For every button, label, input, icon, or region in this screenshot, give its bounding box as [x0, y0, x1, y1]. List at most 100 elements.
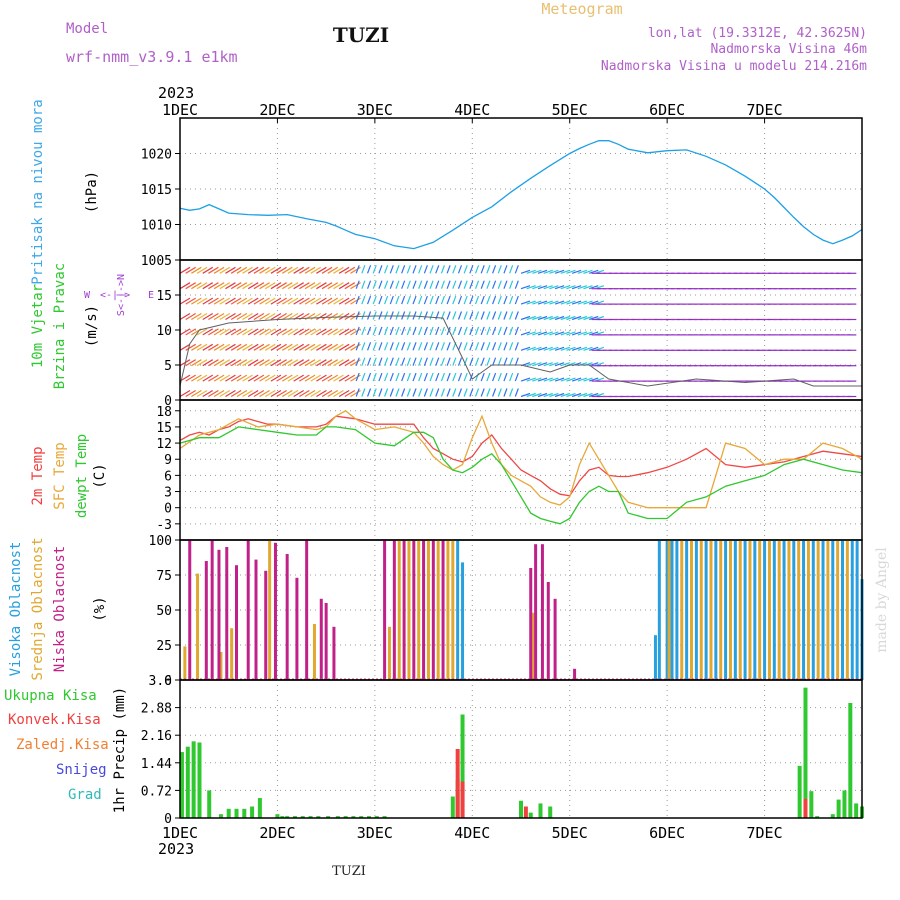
wind-barb — [304, 328, 316, 336]
wind-barb — [389, 326, 394, 336]
wind-barb — [435, 342, 440, 351]
wind-barb — [333, 374, 344, 382]
wind-barb — [321, 297, 333, 305]
wind-barb — [526, 285, 536, 290]
wind-barb — [389, 342, 394, 351]
temperature-series-line — [179, 426, 863, 525]
wind-barb — [253, 297, 265, 305]
cloud_cover-bar — [217, 549, 221, 680]
wind-barb — [219, 389, 231, 398]
wind-barb — [480, 357, 485, 366]
wind-barb — [253, 389, 265, 398]
wind-barb — [440, 342, 445, 351]
wind-barb — [191, 374, 202, 382]
wind-barb — [270, 282, 282, 290]
cloud_cover-bar — [573, 668, 577, 680]
wind-barb — [429, 388, 434, 397]
temp-unit: (C) — [92, 463, 108, 488]
wind-barb — [253, 282, 265, 290]
cloud_cover-bar — [685, 540, 689, 680]
wind-barb — [492, 326, 497, 336]
wind-barb — [520, 377, 531, 382]
wind-barb — [213, 343, 225, 351]
cloud_cover-ytick-label: 50 — [156, 604, 172, 619]
wind-barb — [526, 377, 536, 382]
cloud-label-mid: Srednja Oblacnost — [30, 537, 46, 680]
wind-barb — [236, 297, 248, 305]
precip-legend-total: Ukupna Kisa — [4, 688, 97, 704]
wind-barb — [537, 269, 548, 274]
wind-barb — [497, 388, 502, 397]
wind-barb — [589, 269, 599, 274]
wind-barb — [366, 311, 372, 320]
wind-barb — [423, 342, 428, 351]
wind-barb — [543, 392, 553, 398]
wind-barb — [366, 388, 372, 397]
wind-barb — [583, 285, 593, 290]
wind-barb — [327, 374, 339, 382]
precipitation-bar — [519, 800, 523, 818]
wind-barb — [333, 359, 344, 367]
wind-barb — [418, 388, 423, 397]
wind-barb — [480, 295, 485, 305]
wind-barb — [503, 295, 508, 305]
station-title: TUZI — [333, 23, 389, 47]
wind-panel: 0 5 10 15 — [156, 259, 863, 409]
wind-barb — [463, 326, 468, 336]
wind-barb — [179, 282, 191, 290]
wind-barb — [316, 359, 327, 367]
wind-barb — [236, 359, 248, 367]
precipitation-bar — [830, 814, 835, 818]
cloud_cover-bar — [763, 540, 767, 680]
wind-barb — [310, 374, 322, 382]
wind-barb — [440, 265, 445, 274]
wind-barb — [202, 343, 214, 351]
wind-barb — [287, 359, 299, 367]
wind-barb — [378, 265, 383, 274]
wind-barb — [395, 265, 400, 274]
wind-barb — [537, 285, 548, 290]
cloud_cover-bar — [268, 540, 272, 680]
wind-barb — [253, 312, 265, 321]
wind-barb — [497, 372, 502, 382]
wind-barb — [566, 285, 576, 290]
temp-label-2m: 2m Temp — [30, 446, 46, 505]
wind-barb — [196, 328, 208, 336]
cloud_cover-bar — [451, 540, 455, 680]
wind-barb — [435, 265, 440, 274]
wind-barb — [463, 372, 468, 382]
wind-barb — [247, 359, 259, 367]
precipitation-bar — [455, 749, 460, 818]
wind-barb — [242, 266, 253, 274]
wind-barb — [514, 280, 519, 289]
wind-barb — [469, 326, 474, 336]
cloud_cover-bar — [767, 540, 771, 680]
precipitation-bar — [359, 816, 364, 818]
wind-barb — [469, 295, 474, 305]
wind-barb — [480, 388, 485, 397]
wind-barb — [406, 357, 411, 366]
wind-barb — [230, 343, 242, 351]
wind-barb — [344, 343, 356, 351]
wind-barb — [196, 389, 208, 398]
wind-barb — [526, 346, 536, 351]
wind-barb — [384, 265, 389, 274]
wind-barb — [276, 359, 287, 367]
wind-barb — [213, 328, 225, 336]
wind-barb — [361, 295, 366, 305]
precipitation-bar — [257, 798, 262, 818]
precipitation-bar — [308, 816, 313, 818]
wind-barb — [355, 311, 360, 320]
wind-barb — [196, 312, 208, 321]
wind-barb — [196, 282, 208, 290]
wind-barb — [242, 328, 253, 336]
wind-barb — [412, 372, 417, 382]
cloud_cover-bar — [230, 628, 234, 680]
cloud_cover-ytick-label: 25 — [156, 639, 172, 654]
wind-barb — [372, 357, 377, 366]
cloud_cover-bar — [407, 540, 411, 680]
wind-barb — [549, 315, 559, 321]
wind-barb — [208, 282, 219, 290]
wind-barb — [589, 300, 599, 305]
footer: 2023 TUZI — [158, 840, 366, 879]
